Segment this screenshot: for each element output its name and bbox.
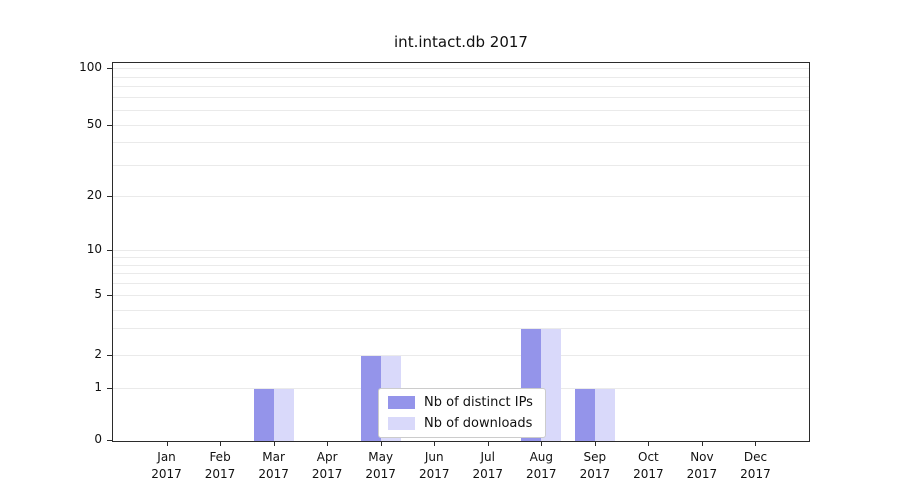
x-axis-tick xyxy=(701,442,703,446)
y-axis-tick xyxy=(107,355,112,356)
x-axis-tick-label: Mar 2017 xyxy=(258,450,289,482)
gridline xyxy=(113,283,809,285)
legend-item-distinct-ips: Nb of distinct IPs xyxy=(388,395,536,410)
bar-downloads xyxy=(273,389,294,441)
y-axis-tick-label: 20 xyxy=(86,188,102,202)
bar-distinct-ips xyxy=(253,389,274,441)
legend-label-downloads: Nb of downloads xyxy=(424,416,533,431)
x-axis-tick xyxy=(380,442,382,446)
y-axis-tick-label: 2 xyxy=(94,347,102,361)
chart-title: int.intact.db 2017 xyxy=(394,33,528,51)
x-axis-tick xyxy=(487,442,489,446)
legend-label-distinct-ips: Nb of distinct IPs xyxy=(424,395,533,410)
x-axis-tick-label: Oct 2017 xyxy=(633,450,664,482)
bar-distinct-ips xyxy=(360,356,381,441)
bar-downloads xyxy=(594,389,615,441)
y-axis-tick xyxy=(107,388,112,389)
x-axis-tick xyxy=(648,442,650,446)
gridline xyxy=(113,164,809,166)
gridline xyxy=(113,273,809,275)
y-axis-tick-label: 0 xyxy=(94,432,102,446)
x-axis-tick-label: Jun 2017 xyxy=(418,450,450,482)
x-axis-tick xyxy=(541,442,543,446)
x-axis-tick-label: Jul 2017 xyxy=(472,450,504,482)
y-axis-tick-label: 1 xyxy=(94,380,102,394)
gridline xyxy=(113,196,809,197)
y-axis-tick xyxy=(107,196,112,197)
y-axis-tick-label: 5 xyxy=(94,287,102,301)
legend-swatch-downloads xyxy=(388,417,415,430)
x-axis-tick-label: Aug 2017 xyxy=(526,450,557,482)
gridline xyxy=(113,68,809,69)
gridline xyxy=(113,355,809,356)
y-axis-tick xyxy=(107,250,112,251)
gridline xyxy=(113,86,809,88)
gridline xyxy=(113,250,809,251)
gridline xyxy=(113,256,809,258)
legend: Nb of distinct IPs Nb of downloads xyxy=(378,388,546,438)
x-axis-tick-label: Sep 2017 xyxy=(579,450,611,482)
x-axis-tick-label: Apr 2017 xyxy=(311,450,343,482)
legend-item-downloads: Nb of downloads xyxy=(388,416,536,431)
gridline xyxy=(113,309,809,311)
y-axis-tick-label: 100 xyxy=(79,60,102,74)
x-axis-tick xyxy=(594,442,596,446)
gridline xyxy=(113,76,809,78)
x-axis-tick xyxy=(327,442,329,446)
x-axis-tick-label: Dec 2017 xyxy=(740,450,771,482)
gridline xyxy=(113,295,809,296)
x-axis-tick-label: Feb 2017 xyxy=(204,450,236,482)
x-axis-tick xyxy=(273,442,275,446)
gridline xyxy=(113,110,809,112)
legend-swatch-distinct-ips xyxy=(388,396,415,409)
x-axis-tick xyxy=(166,442,168,446)
gridline xyxy=(113,328,809,330)
plot-area xyxy=(112,62,810,442)
bar-distinct-ips xyxy=(574,389,595,441)
gridline xyxy=(113,142,809,144)
y-axis-tick-label: 50 xyxy=(86,117,102,131)
y-axis-tick xyxy=(107,295,112,296)
gridline xyxy=(113,264,809,266)
x-axis-tick xyxy=(220,442,222,446)
y-axis-tick-label: 10 xyxy=(86,242,102,256)
y-axis-tick xyxy=(107,68,112,69)
x-axis-tick xyxy=(434,442,436,446)
x-axis-tick-label: Jan 2017 xyxy=(151,450,182,482)
x-axis-tick-label: Nov 2017 xyxy=(686,450,718,482)
y-axis-tick xyxy=(107,440,112,441)
x-axis-tick xyxy=(755,442,757,446)
bar-downloads xyxy=(541,329,562,441)
x-axis-tick-label: May 2017 xyxy=(365,450,396,482)
gridline xyxy=(113,125,809,126)
y-axis-tick xyxy=(107,125,112,126)
gridline xyxy=(113,97,809,99)
